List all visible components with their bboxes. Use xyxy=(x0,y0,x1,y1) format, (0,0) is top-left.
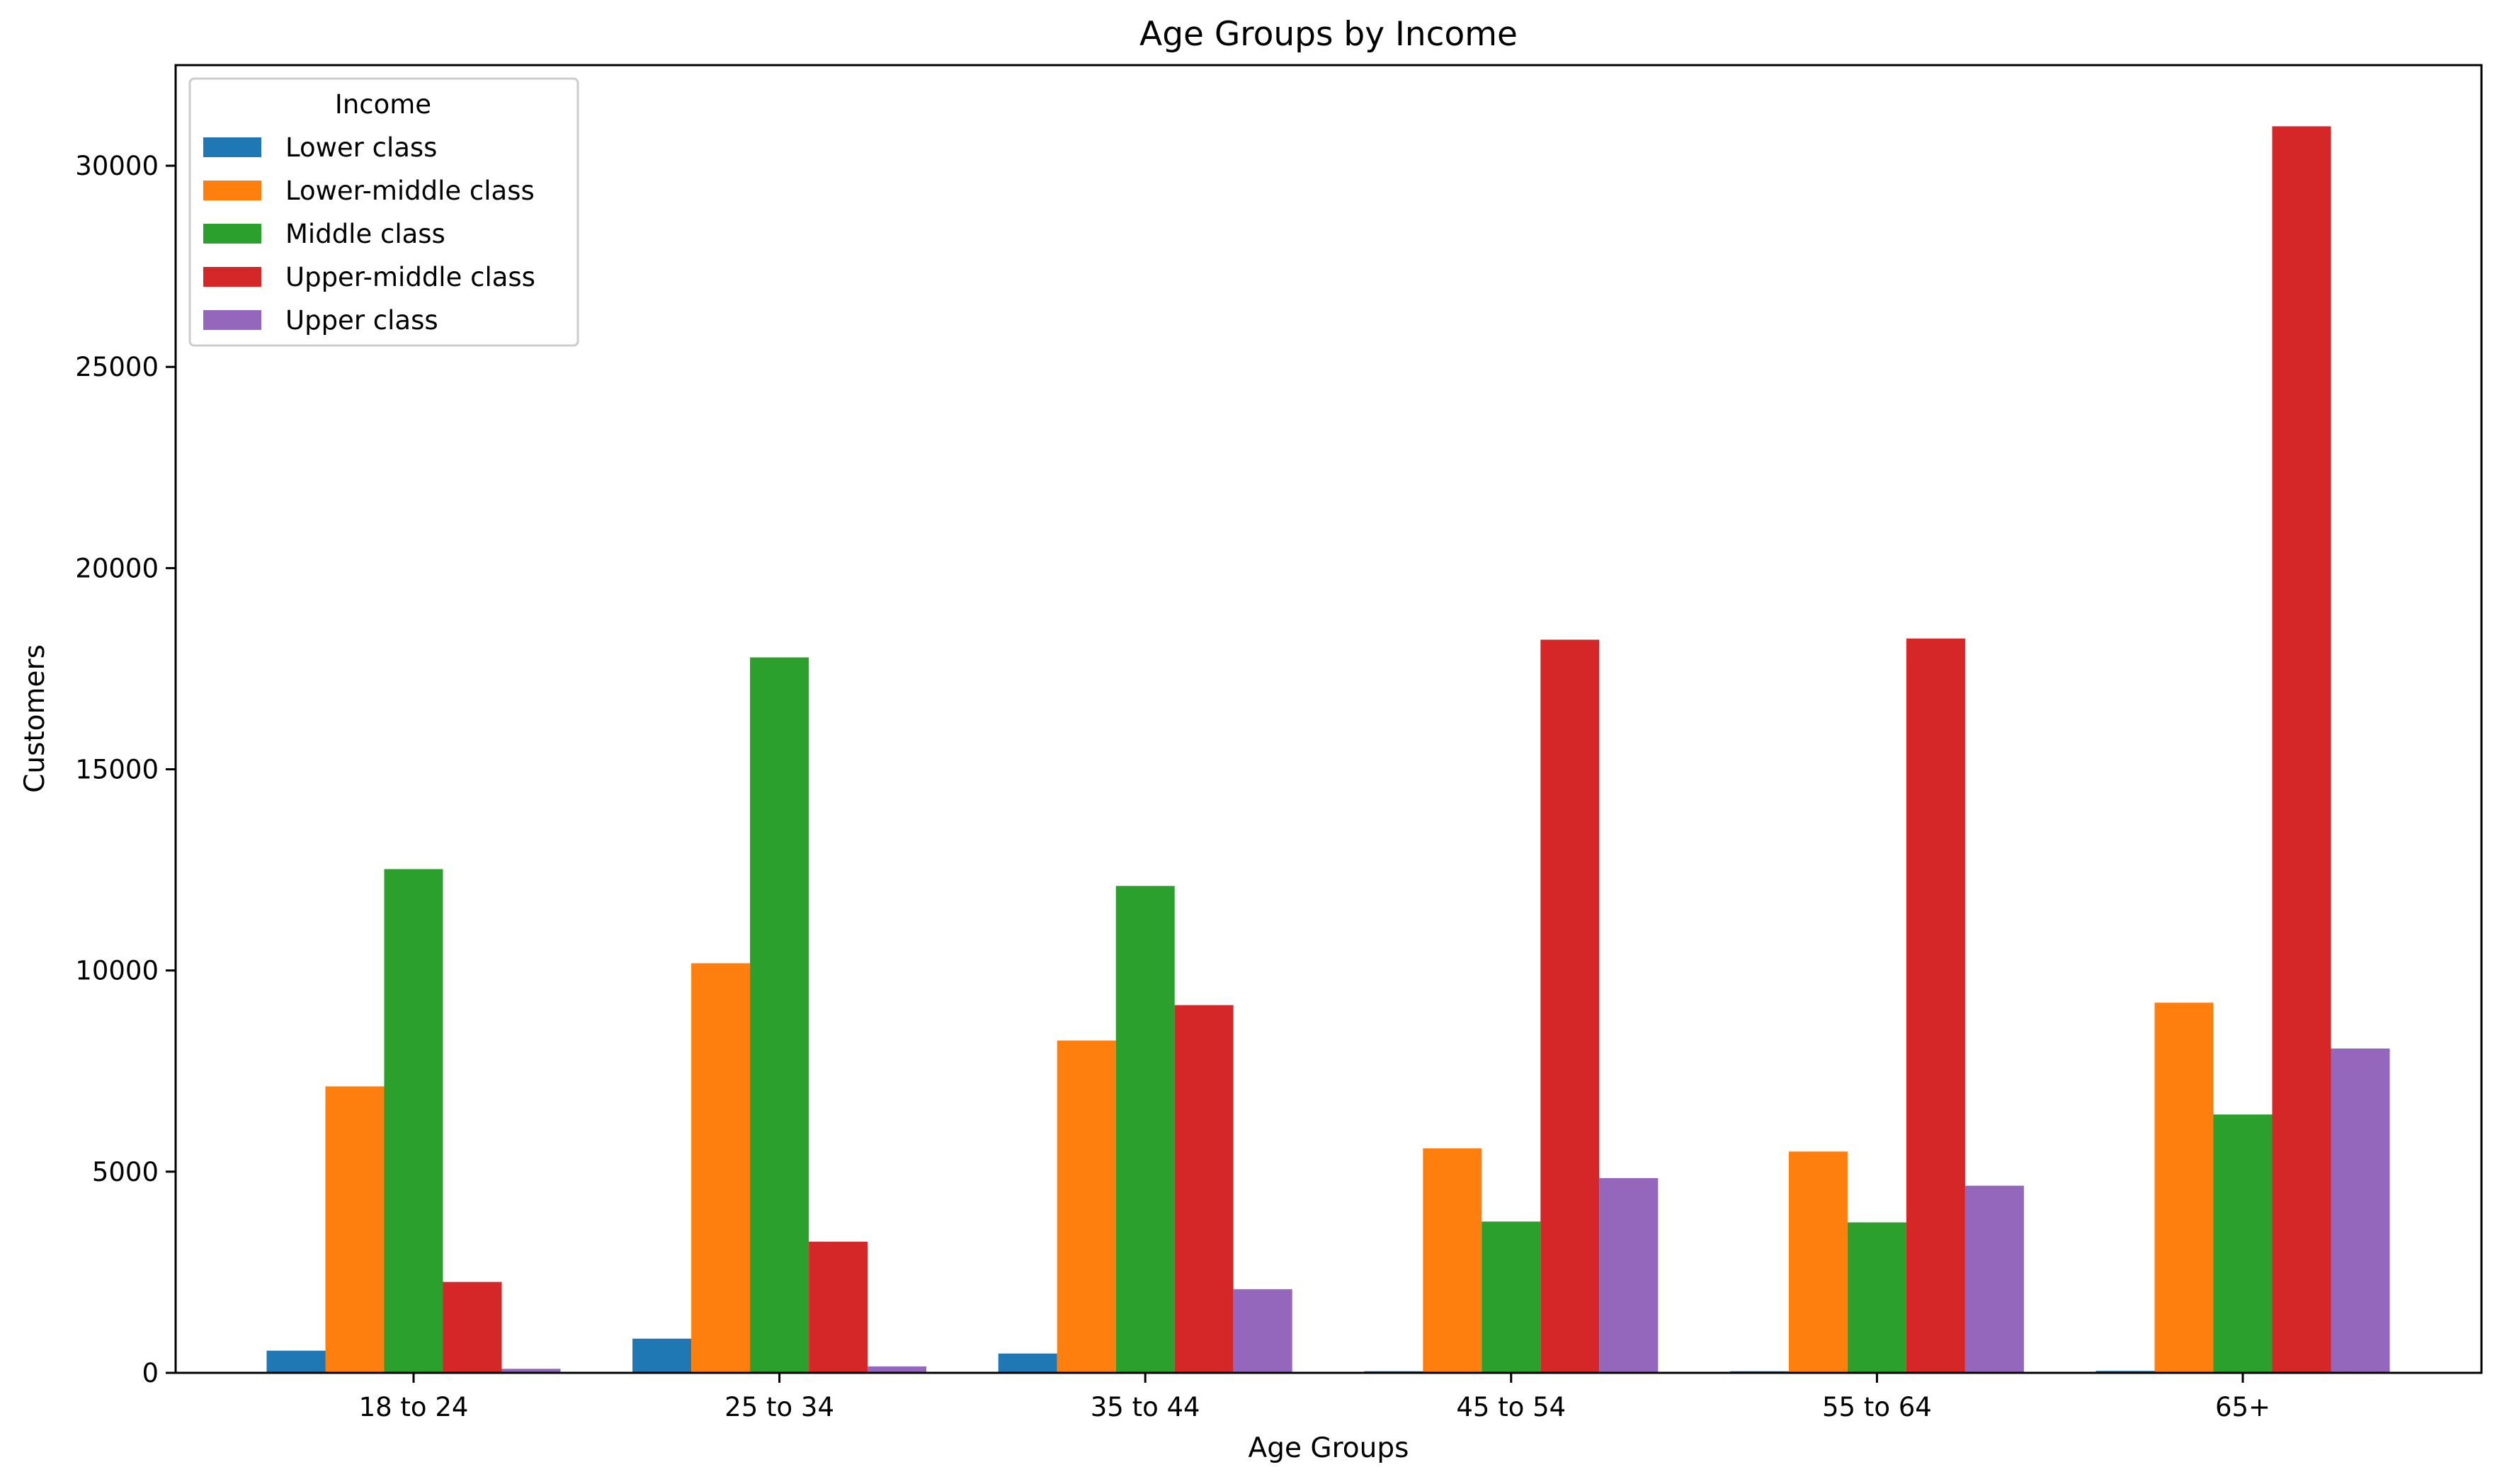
bar xyxy=(691,963,751,1373)
bar xyxy=(325,1086,385,1373)
bar xyxy=(2331,1048,2390,1373)
bar xyxy=(1057,1040,1116,1373)
bar xyxy=(1115,886,1175,1373)
x-tick-label: 25 to 34 xyxy=(724,1392,834,1422)
series-2 xyxy=(325,963,2214,1373)
bar xyxy=(384,869,443,1373)
series-5 xyxy=(501,1048,2390,1373)
legend-box xyxy=(188,77,579,347)
x-axis: 18 to 24 25 to 34 35 to 44 45 to 54 55 to 64… xyxy=(359,1373,2270,1422)
bar xyxy=(266,1350,326,1373)
chart-title: Age Groups by Income xyxy=(1139,15,1518,54)
plot-area xyxy=(266,126,2390,1373)
y-axis: 0 5000 10000 15000 20000 25000 30000 xyxy=(75,151,176,1388)
x-axis-label: Age Groups xyxy=(1249,1432,1409,1464)
bar xyxy=(501,1369,561,1373)
y-tick-label: 25000 xyxy=(75,352,159,382)
bar xyxy=(443,1282,502,1373)
bar xyxy=(2213,1114,2273,1373)
bar xyxy=(1847,1222,1906,1373)
bar xyxy=(809,1241,868,1373)
legend-title: Income xyxy=(335,89,431,120)
legend-label: Middle class xyxy=(285,219,445,249)
legend-swatch xyxy=(203,310,261,330)
plot-frame xyxy=(174,64,2483,1374)
bar xyxy=(1423,1148,1482,1373)
x-tick-label: 18 to 24 xyxy=(359,1392,469,1422)
y-tick-label: 30000 xyxy=(75,151,159,181)
bar xyxy=(2272,126,2331,1373)
y-tick-label: 10000 xyxy=(75,956,159,986)
bar xyxy=(1906,638,1965,1373)
bar xyxy=(1482,1221,1541,1373)
legend-label: Upper-middle class xyxy=(285,262,535,292)
bar xyxy=(1233,1289,1292,1373)
x-tick-label: 45 to 54 xyxy=(1456,1392,1566,1422)
legend-label: Lower class xyxy=(285,132,437,163)
y-axis-label: Customers xyxy=(19,644,51,793)
legend-label: Upper class xyxy=(285,305,438,336)
series-4 xyxy=(443,126,2331,1373)
legend-swatch xyxy=(203,267,261,287)
series-3 xyxy=(384,657,2273,1373)
y-tick-label: 0 xyxy=(142,1358,159,1388)
legend: Income Lower class Lower-middle class Middl… xyxy=(188,77,579,347)
bar xyxy=(632,1338,692,1373)
legend-label: Lower-middle class xyxy=(285,176,535,206)
legend-swatch xyxy=(203,137,261,157)
bar xyxy=(1788,1151,1848,1373)
y-tick-label: 5000 xyxy=(92,1157,159,1187)
legend-swatch xyxy=(203,224,261,244)
x-tick-label: 65+ xyxy=(2215,1392,2270,1422)
bar xyxy=(1540,639,1600,1373)
x-tick-label: 35 to 44 xyxy=(1091,1392,1200,1422)
legend-swatch xyxy=(203,181,261,200)
bar xyxy=(998,1353,1057,1373)
bar xyxy=(2154,1003,2214,1373)
bar xyxy=(1964,1185,2024,1373)
y-tick-label: 20000 xyxy=(75,553,159,583)
bar xyxy=(750,657,809,1373)
bar xyxy=(1599,1177,1659,1373)
bar xyxy=(868,1366,927,1373)
x-tick-label: 55 to 64 xyxy=(1822,1392,1932,1422)
bar xyxy=(1174,1005,1234,1373)
y-tick-label: 15000 xyxy=(75,755,159,785)
